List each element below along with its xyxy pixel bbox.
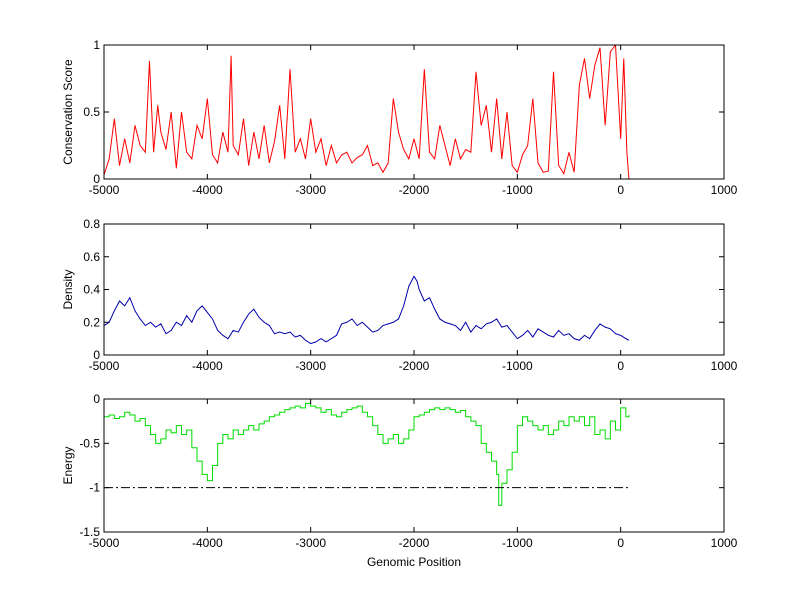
conservation-xtick-label: -3000 [295, 183, 326, 197]
energy-ylabel: Energy [61, 446, 75, 484]
density-xtick-label: -4000 [192, 359, 223, 373]
energy-series-line-0 [104, 402, 630, 506]
density-xtick-label: 1000 [711, 359, 738, 373]
density-xtick-label: -1000 [502, 359, 533, 373]
subplots: -5000 -4000 -3000 -2000 -1000 0 100000.51Conse… [61, 38, 738, 569]
density-ytick-label: 0.6 [83, 250, 100, 264]
energy-xtick-label: 0 [617, 536, 624, 550]
panel-density: -5000 -4000 -3000 -2000 -1000 0 1000 0 0.2 0.4 0.6… [61, 217, 738, 373]
energy-xtick-label: -2000 [399, 536, 430, 550]
conservation-xtick-label: 0 [617, 183, 624, 197]
conservation-ytick-label: 1 [93, 38, 100, 52]
conservation-xtick-label: -1000 [502, 183, 533, 197]
density-ytick-label: 0.8 [83, 217, 100, 231]
energy-xtick-label: 1000 [711, 536, 738, 550]
energy-ytick-label: -1 [89, 481, 100, 495]
energy-xtick-label: -1000 [502, 536, 533, 550]
conservation-ytick-label: 0 [93, 172, 100, 186]
panel-energy: -5000 -4000 -3000 -2000 -1000 0 1000 -1.5 -1 -0.5… [61, 392, 738, 569]
panel-conservation: -5000 -4000 -3000 -2000 -1000 0 1000 0 0.5 1 Conse… [61, 38, 738, 197]
energy-ytick-label: -1.5 [79, 525, 100, 539]
series-group-conservation [104, 45, 630, 179]
density-xtick-label: -5000 [89, 359, 120, 373]
conservation-ylabel: Conservation Score [61, 59, 75, 165]
conservation-xtick-label: -4000 [192, 183, 223, 197]
conservation-ytick-label: 0.5 [83, 105, 100, 119]
density-ytick-label: 0.2 [83, 315, 100, 329]
energy-xtick-label: -5000 [89, 536, 120, 550]
energy-ytick-label: 0 [93, 392, 100, 406]
energy-ytick-label: -0.5 [79, 436, 100, 450]
series-group-energy [104, 402, 630, 506]
series-group-density [104, 275, 630, 345]
density-xtick-label: -3000 [295, 359, 326, 373]
conservation-xtick-label: -5000 [89, 183, 120, 197]
density-series-line-0 [104, 275, 630, 345]
energy-xtick-label: -3000 [295, 536, 326, 550]
conservation-xtick-label: 1000 [711, 183, 738, 197]
density-ylabel: Density [61, 269, 75, 309]
energy-xlabel: Genomic Position [367, 555, 461, 569]
energy-xtick-label: -4000 [192, 536, 223, 550]
conservation-xtick-label: -2000 [399, 183, 430, 197]
density-ytick-label: 0 [93, 348, 100, 362]
density-xtick-label: 0 [617, 359, 624, 373]
density-xtick-label: -2000 [399, 359, 430, 373]
density-ytick-label: 0.4 [83, 283, 100, 297]
conservation-series-line-0 [104, 45, 630, 179]
